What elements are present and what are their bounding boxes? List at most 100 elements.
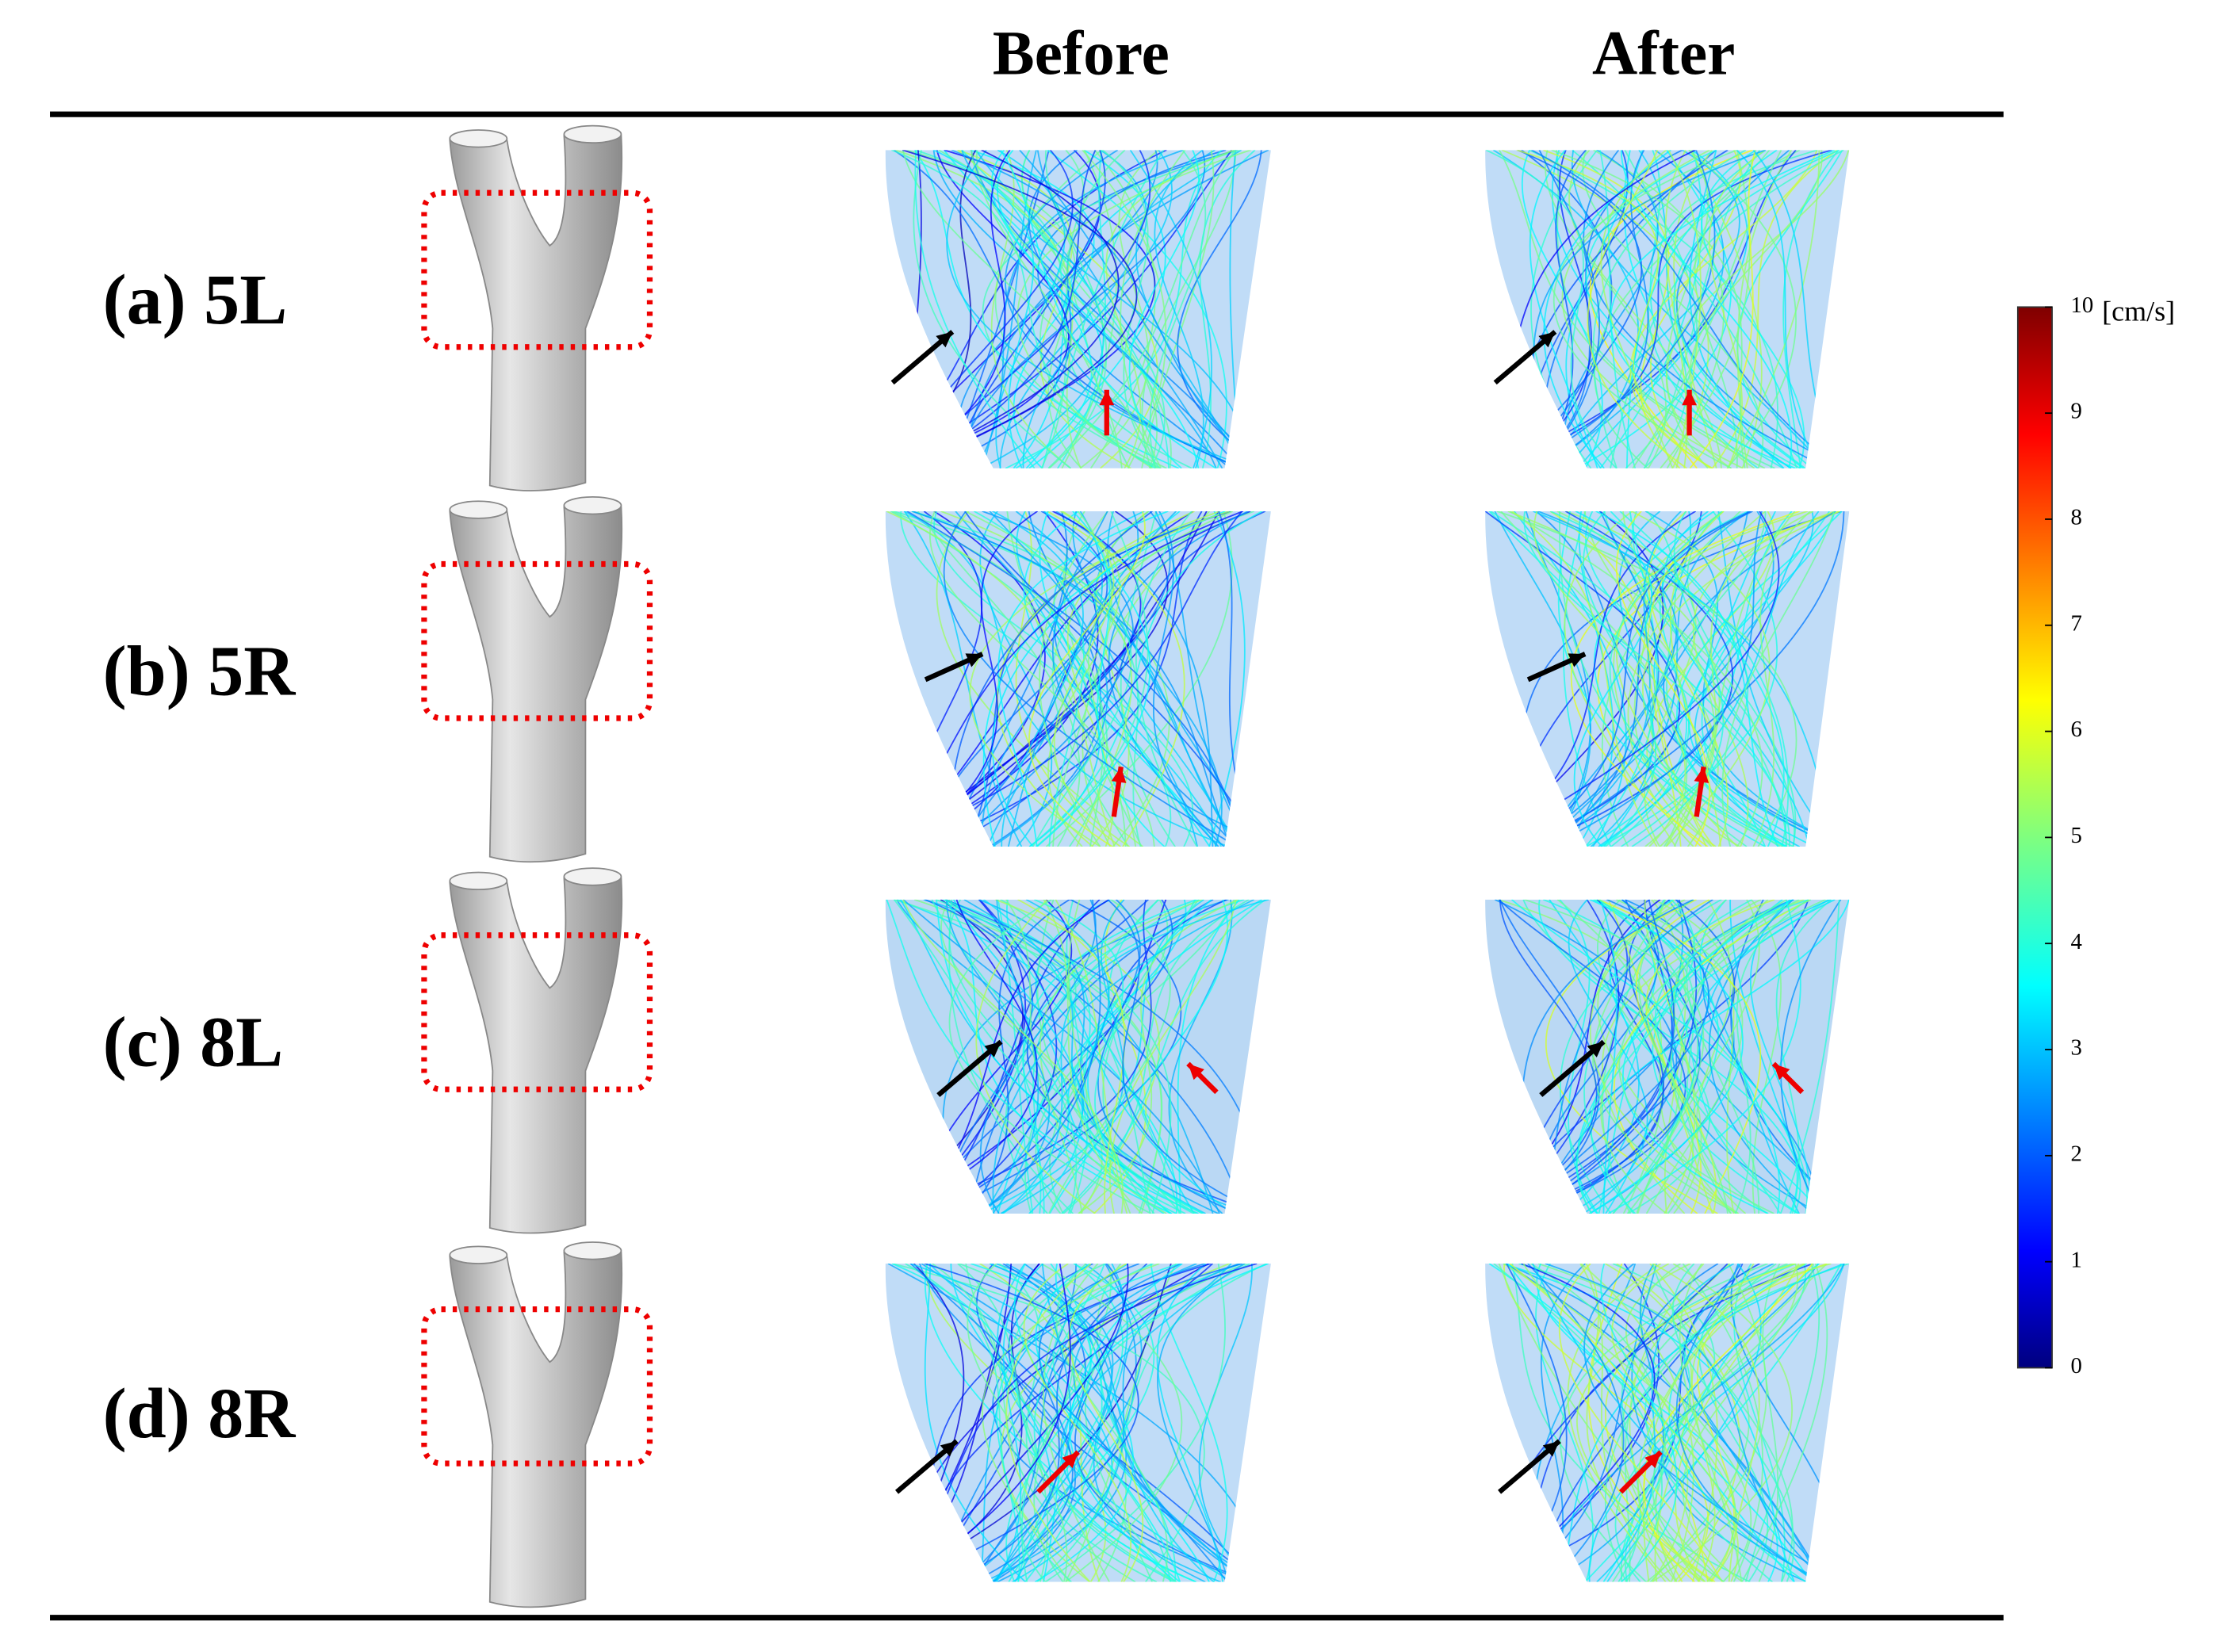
streamline xyxy=(1679,1264,1743,1582)
streamline xyxy=(1135,511,1198,847)
streamline xyxy=(1652,1264,1760,1582)
streamline xyxy=(1128,150,1200,468)
streamline xyxy=(1665,150,1850,468)
streamline xyxy=(1538,150,1600,468)
streamline xyxy=(1034,1264,1134,1582)
streamline xyxy=(989,511,1108,847)
row-label: (b) 5R xyxy=(103,632,297,710)
streamline xyxy=(1045,511,1233,847)
streamline xyxy=(997,511,1169,847)
streamline-panel xyxy=(1485,899,1850,1214)
streamline xyxy=(964,511,1170,847)
streamline xyxy=(924,1264,1026,1582)
streamline xyxy=(1691,1264,1805,1582)
streamline xyxy=(1597,899,1694,1214)
streamline xyxy=(1025,150,1166,468)
streamline xyxy=(1023,1264,1132,1582)
streamline xyxy=(935,150,1227,468)
streamline xyxy=(1543,150,1671,468)
streamline xyxy=(979,1264,1101,1582)
streamline xyxy=(1689,150,1785,468)
streamline xyxy=(896,899,1084,1214)
streamline xyxy=(963,1264,1072,1582)
streamline xyxy=(1551,150,1746,468)
streamline xyxy=(1533,511,1686,847)
streamline xyxy=(1688,511,1836,847)
streamline xyxy=(1208,511,1246,847)
streamline xyxy=(886,511,1116,847)
streamline xyxy=(1559,899,1722,1214)
streamline xyxy=(1572,150,1798,468)
streamline xyxy=(992,511,1084,847)
streamline xyxy=(1497,150,1832,468)
streamline xyxy=(1698,1264,1797,1582)
streamline-panel xyxy=(1485,511,1850,847)
streamline xyxy=(913,899,1162,1214)
vessel-model xyxy=(424,497,650,862)
streamline xyxy=(1579,1264,1671,1582)
streamline xyxy=(892,1264,1205,1582)
streamline xyxy=(902,899,1220,1214)
black-arrow-head xyxy=(1538,331,1556,348)
streamline xyxy=(1573,511,1652,847)
streamline xyxy=(1601,511,1741,847)
streamline xyxy=(997,899,1034,1214)
streamline xyxy=(1736,150,1843,468)
streamline xyxy=(1587,150,1687,468)
streamline xyxy=(1533,150,1587,468)
streamline xyxy=(1600,511,1778,847)
streamline xyxy=(1014,1264,1181,1582)
streamline xyxy=(1653,899,1747,1214)
streamline xyxy=(919,1264,1077,1582)
streamline xyxy=(1549,511,1715,847)
streamline xyxy=(945,511,1068,847)
streamline xyxy=(976,150,1172,468)
colorbar-tick-label: 0 xyxy=(2070,1353,2081,1379)
streamline xyxy=(893,150,1241,468)
streamline xyxy=(1053,511,1131,847)
streamline xyxy=(1494,511,1591,847)
streamline xyxy=(956,150,1206,468)
streamline xyxy=(1510,899,1798,1214)
streamline xyxy=(1576,150,1732,468)
streamline xyxy=(1490,511,1690,847)
streamline xyxy=(1689,150,1823,468)
red-arrow-head xyxy=(1682,389,1698,406)
streamline xyxy=(1087,511,1234,847)
streamline xyxy=(1675,150,1843,468)
streamline xyxy=(1627,511,1767,847)
streamline xyxy=(1741,1264,1828,1582)
vessel-model xyxy=(424,126,650,491)
streamline xyxy=(1154,511,1250,847)
streamline xyxy=(1087,899,1212,1214)
streamline xyxy=(1632,150,1782,468)
streamline xyxy=(1529,150,1598,468)
black-arrow-head xyxy=(1542,1440,1560,1457)
streamline xyxy=(1594,150,1771,468)
streamline xyxy=(1689,150,1756,468)
red-arrow-head xyxy=(1062,1451,1078,1469)
streamline xyxy=(895,1264,1172,1582)
colorbar-tick-label: 4 xyxy=(2070,929,2081,954)
streamline xyxy=(906,511,1242,847)
streamline xyxy=(1524,899,1705,1214)
streamline xyxy=(1673,511,1796,847)
streamline xyxy=(979,899,1097,1214)
streamline xyxy=(1643,1264,1813,1582)
streamline xyxy=(894,150,1082,468)
streamline xyxy=(1523,511,1790,847)
streamline xyxy=(1667,150,1702,468)
black-arrow-head xyxy=(965,653,983,667)
streamline xyxy=(1643,150,1818,468)
red-arrow-head xyxy=(1773,1063,1790,1080)
streamline xyxy=(992,899,1255,1214)
streamline xyxy=(898,150,1120,468)
streamline xyxy=(1600,150,1674,468)
streamline xyxy=(955,511,1199,847)
streamline xyxy=(909,1264,1228,1582)
streamline xyxy=(1008,1264,1155,1582)
streamline xyxy=(1545,1264,1828,1582)
streamline xyxy=(1629,150,1818,468)
streamline xyxy=(1496,511,1797,847)
